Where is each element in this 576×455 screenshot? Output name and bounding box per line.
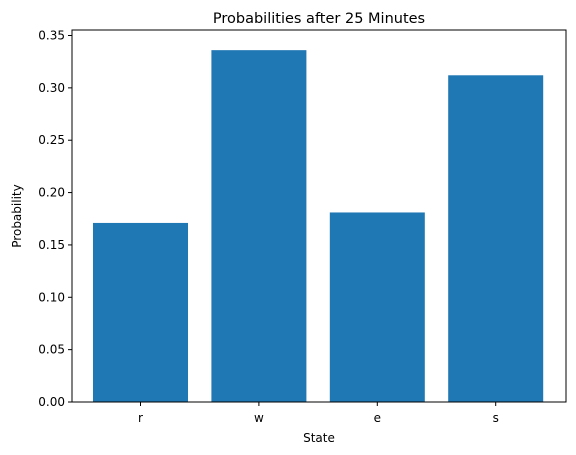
bar-r [93, 222, 188, 402]
x-tick-label: w [254, 411, 264, 425]
y-tick-label: 0.15 [38, 238, 65, 252]
y-tick-label: 0.30 [38, 81, 65, 95]
x-axis-label: State [303, 431, 335, 445]
y-tick-label: 0.00 [38, 395, 65, 409]
y-axis: 0.00 0.05 0.10 0.15 0.20 0.25 0.30 0.35 [38, 29, 72, 409]
y-tick-label: 0.10 [38, 290, 65, 304]
y-tick-label: 0.35 [38, 29, 65, 43]
x-tick-label: s [493, 411, 499, 425]
x-tick-label: r [138, 411, 143, 425]
bar-group [93, 50, 544, 402]
bar-w [211, 50, 307, 402]
y-axis-label: Probability [10, 184, 24, 247]
y-tick-label: 0.25 [38, 133, 65, 147]
y-tick-label: 0.20 [38, 186, 65, 200]
y-tick-label: 0.05 [38, 343, 65, 357]
chart-title: Probabilities after 25 Minutes [213, 11, 425, 27]
bar-e [329, 212, 425, 402]
bar-s [448, 75, 544, 402]
plot-frame [71, 29, 567, 403]
x-tick-label: e [374, 411, 381, 425]
